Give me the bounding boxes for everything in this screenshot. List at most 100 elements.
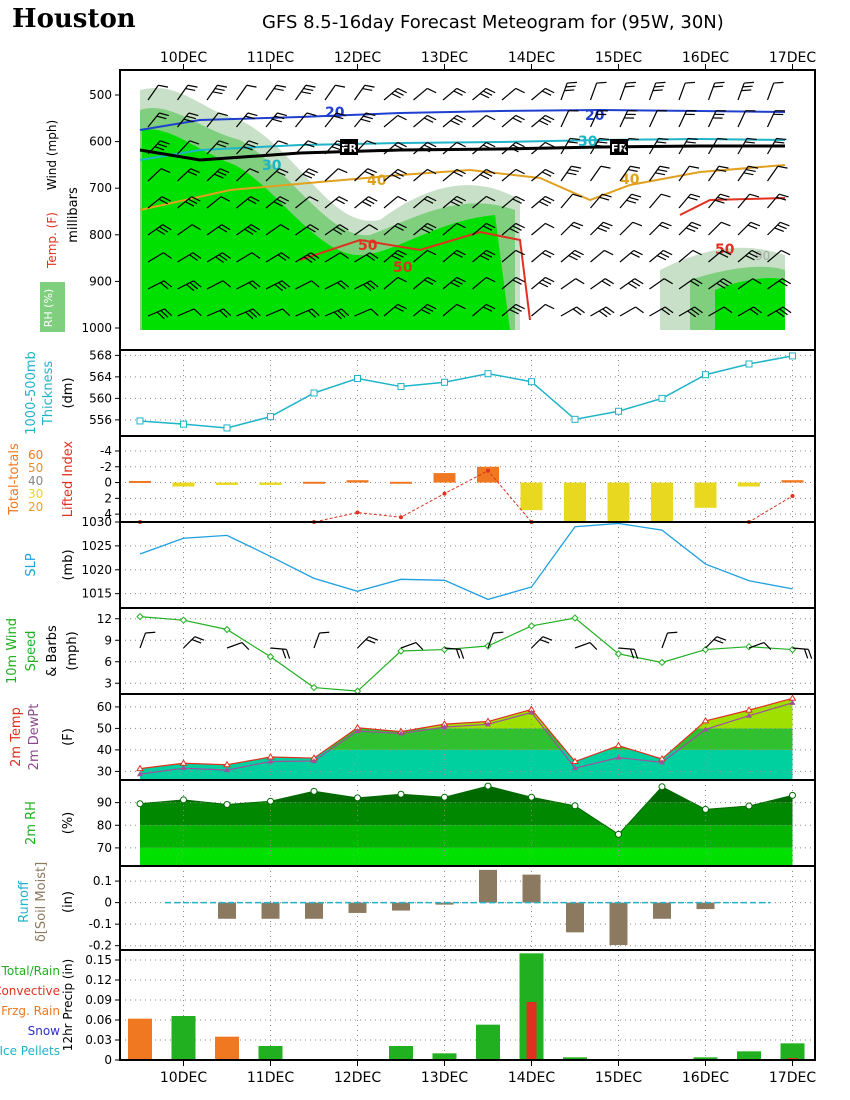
wind-barb: [265, 308, 291, 317]
dewpoint-point: [528, 709, 535, 715]
wind10m-point: [310, 683, 318, 692]
wind10m-label: & Barbs: [45, 625, 60, 677]
total-rain-bar: [563, 1057, 587, 1060]
wind-barb: [501, 168, 525, 182]
wind-barb: [648, 110, 667, 128]
dewpoint-point: [398, 730, 404, 736]
wind10m-barb: [574, 641, 598, 651]
date-label-bottom: 16DEC: [682, 1070, 729, 1086]
wind-barb: [649, 249, 673, 263]
runoff-tick-label: -0.1: [89, 917, 112, 931]
date-label-bottom: 11DEC: [247, 1070, 294, 1086]
wind-barb: [619, 165, 641, 182]
wind-barb: [354, 252, 379, 263]
wind-barb: [531, 303, 555, 317]
wind-barb: [442, 222, 466, 236]
wind-barb: [206, 112, 228, 128]
dewpoint-line: [139, 702, 793, 775]
total-totals-scale-label: 40: [28, 474, 43, 488]
contour-label-30: 30: [578, 134, 598, 150]
total-totals-scale-label: 50: [28, 461, 43, 475]
wind-barb: [324, 280, 350, 290]
wind-barb: [206, 196, 231, 209]
wind-barb: [560, 110, 579, 128]
wind-barb: [708, 278, 732, 290]
thickness-point: [397, 383, 405, 391]
wind-barb: [531, 222, 555, 236]
wind-barb: [206, 252, 231, 263]
wind10m-barb: [618, 647, 639, 659]
runoff-unit-label: (in): [61, 891, 76, 913]
wind-barb: [265, 140, 288, 155]
temp-label: Temp. (F): [45, 212, 59, 269]
wind-barb: [560, 249, 584, 263]
wind-barb: [560, 193, 583, 209]
temp-tick-label: 40: [97, 743, 112, 757]
temp-line: [139, 697, 793, 770]
wind10m-barb: [792, 647, 813, 659]
wind-barb: [413, 222, 437, 236]
convective-bar: [526, 1002, 537, 1060]
pressure-tick-label: 700: [89, 181, 112, 195]
slp-tick-label: 1020: [81, 563, 112, 577]
wind-barb: [472, 303, 496, 317]
wind-barb: [236, 140, 259, 155]
wind-barb: [324, 308, 350, 320]
total-totals-point: [399, 515, 403, 520]
wind-barb: [737, 278, 762, 290]
wind-barb: [413, 114, 437, 128]
thickness-tick-label: 564: [89, 370, 112, 384]
soil-moisture-bar: [392, 902, 410, 911]
wind-barb: [236, 196, 260, 209]
temp-point: [571, 757, 579, 765]
wind-barb: [324, 196, 349, 209]
thickness-point: [136, 417, 144, 425]
lifted-index-tick-label: 2: [104, 491, 112, 505]
wind-barb: [560, 165, 582, 182]
date-label-top: 15DEC: [595, 50, 642, 66]
wind-barb: [560, 306, 585, 317]
total-totals-point: [442, 491, 447, 496]
wind-barb: [383, 114, 407, 128]
wind-barb: [236, 168, 259, 182]
wind-barb: [737, 137, 757, 155]
freezing-marker: [610, 139, 628, 155]
wind-barb: [295, 112, 317, 128]
date-label-bottom: 10DEC: [160, 1070, 207, 1086]
soil-moisture-bar: [305, 902, 323, 919]
wind-barb: [324, 140, 347, 155]
soil-moisture-bar: [479, 869, 497, 903]
temp-tick-label: 50: [97, 721, 112, 735]
wind-barb: [354, 196, 378, 209]
wind10m-unit-label: (mph): [65, 631, 80, 670]
wind-barb: [619, 306, 644, 317]
dewpoint-point: [180, 765, 187, 771]
wind-barb: [295, 84, 316, 101]
wind10m-point: [223, 625, 231, 634]
wind-barb: [678, 278, 703, 290]
wind-barb: [147, 224, 172, 236]
wind-barb: [737, 165, 759, 182]
rh-point: [484, 782, 492, 790]
thickness-label: Thickness: [41, 361, 56, 426]
wind-barb: [442, 141, 466, 155]
dewpoint-point: [746, 712, 752, 718]
wind-barb: [295, 140, 318, 155]
rh-tick-label: 90: [97, 796, 112, 810]
wind-barb: [413, 249, 437, 263]
precip-legend-item: Snow: [28, 1024, 61, 1038]
date-label-top: 10DEC: [160, 50, 207, 66]
wind-barb: [766, 110, 785, 128]
thickness-point: [441, 378, 448, 386]
wind-barb: [678, 306, 703, 318]
temp-point: [745, 706, 753, 713]
wind-barb: [531, 249, 555, 263]
rh-point: [223, 800, 231, 808]
temp-tick-label: 30: [97, 764, 112, 778]
temp-contour-50: [679, 197, 786, 216]
lifted-index-bar: [694, 482, 717, 508]
wind10m-barb: [748, 641, 772, 651]
rh-point: [267, 797, 274, 805]
